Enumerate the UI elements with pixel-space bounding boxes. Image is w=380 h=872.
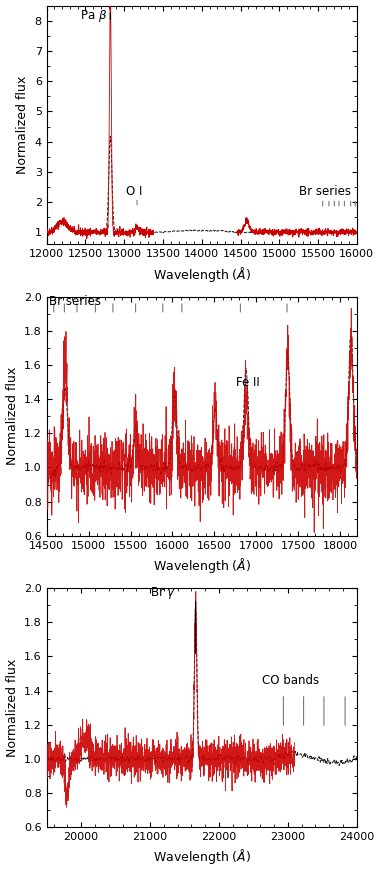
Text: Br series: Br series [299,185,352,198]
Text: Br $\gamma$: Br $\gamma$ [150,585,176,601]
Text: Pa $\beta$: Pa $\beta$ [80,8,107,24]
Y-axis label: Normalized flux: Normalized flux [16,76,29,174]
Text: Fe II: Fe II [236,376,260,389]
Text: CO bands: CO bands [262,674,319,686]
Y-axis label: Normalized flux: Normalized flux [6,367,19,466]
X-axis label: Wavelength ($\AA$): Wavelength ($\AA$) [153,265,251,284]
Y-axis label: Normalized flux: Normalized flux [6,658,19,757]
Text: O I: O I [126,185,142,198]
X-axis label: Wavelength ($\AA$): Wavelength ($\AA$) [153,556,251,576]
X-axis label: Wavelength ($\AA$): Wavelength ($\AA$) [153,848,251,867]
Text: Br series: Br series [49,295,101,308]
